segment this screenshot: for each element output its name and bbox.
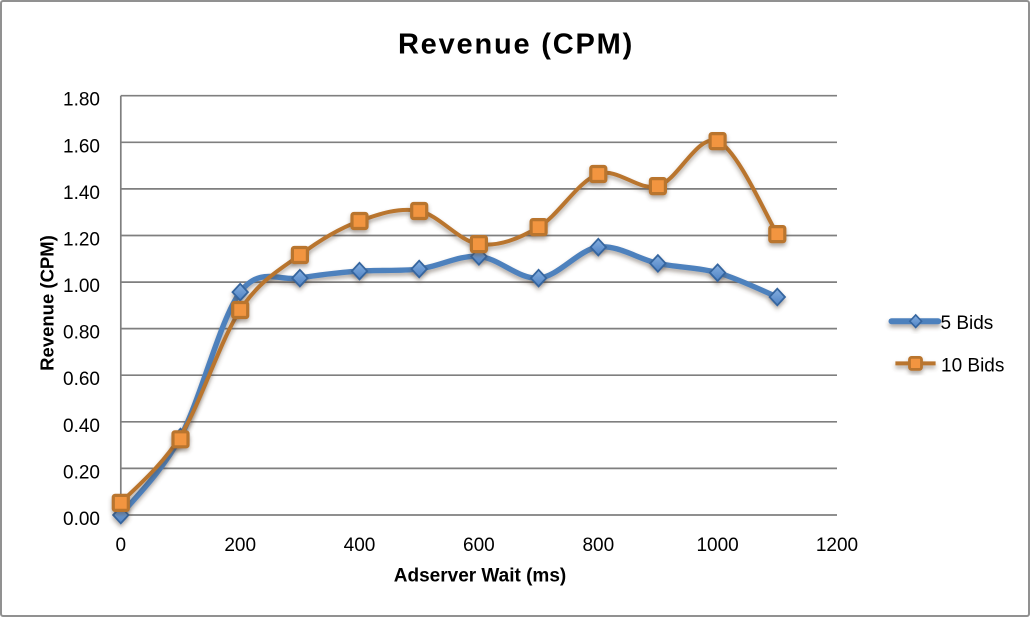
svg-text:1.40: 1.40	[63, 183, 100, 204]
svg-text:800: 800	[582, 535, 614, 556]
svg-text:Revenue (CPM): Revenue (CPM)	[398, 29, 634, 61]
svg-text:1000: 1000	[696, 535, 738, 556]
svg-text:1.80: 1.80	[63, 90, 100, 111]
svg-text:600: 600	[463, 535, 495, 556]
svg-text:5 Bids: 5 Bids	[941, 313, 994, 334]
svg-text:200: 200	[224, 535, 256, 556]
svg-text:1.00: 1.00	[63, 276, 100, 297]
svg-text:0.80: 0.80	[63, 323, 100, 344]
svg-text:0.60: 0.60	[63, 369, 100, 390]
svg-text:1.60: 1.60	[63, 136, 100, 157]
svg-text:0.20: 0.20	[63, 462, 100, 483]
svg-text:0.00: 0.00	[63, 509, 100, 530]
svg-text:0: 0	[116, 535, 127, 556]
svg-text:400: 400	[344, 535, 376, 556]
svg-text:0.40: 0.40	[63, 416, 100, 437]
svg-text:Adserver Wait (ms): Adserver Wait (ms)	[394, 565, 566, 586]
svg-text:10 Bids: 10 Bids	[941, 355, 1004, 376]
svg-text:Revenue (CPM): Revenue (CPM)	[37, 235, 58, 371]
svg-text:1200: 1200	[816, 535, 858, 556]
svg-text:1.20: 1.20	[63, 230, 100, 251]
